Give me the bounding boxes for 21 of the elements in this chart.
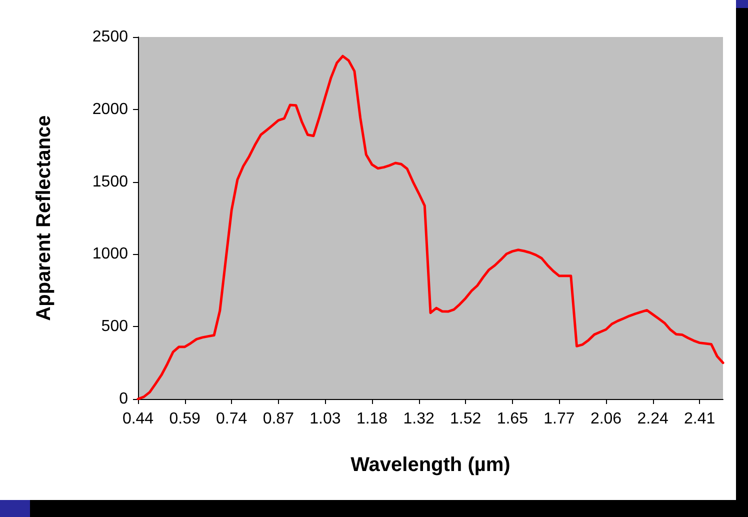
x-axis-title: Wavelength (µm) bbox=[350, 454, 510, 476]
x-tick-label: 0.44 bbox=[122, 410, 154, 428]
y-tick-label: 2000 bbox=[92, 100, 128, 118]
x-tick-label: 1.77 bbox=[544, 410, 575, 428]
x-tick-label: 1.32 bbox=[403, 410, 434, 428]
y-tick-label: 1000 bbox=[92, 246, 128, 263]
x-tick-label: 0.59 bbox=[169, 410, 200, 428]
x-tick-label: 1.65 bbox=[496, 410, 528, 428]
y-tick-label: 1500 bbox=[92, 173, 128, 190]
x-tick-label: 0.87 bbox=[262, 410, 294, 428]
y-tick-label: 500 bbox=[101, 318, 128, 336]
y-axis-title: Apparent Reflectance bbox=[33, 115, 55, 321]
x-tick-label: 1.18 bbox=[356, 410, 388, 428]
x-tick-label: 2.24 bbox=[637, 410, 668, 428]
x-tick-label: 0.74 bbox=[216, 410, 248, 428]
y-tick-label: 0 bbox=[119, 390, 128, 408]
x-tick-label: 2.06 bbox=[590, 410, 622, 428]
y-tick-label: 2500 bbox=[92, 28, 128, 46]
x-tick-label: 2.41 bbox=[684, 410, 716, 428]
x-tick-label: 1.03 bbox=[310, 410, 341, 428]
x-tick-label: 1.52 bbox=[450, 410, 482, 428]
